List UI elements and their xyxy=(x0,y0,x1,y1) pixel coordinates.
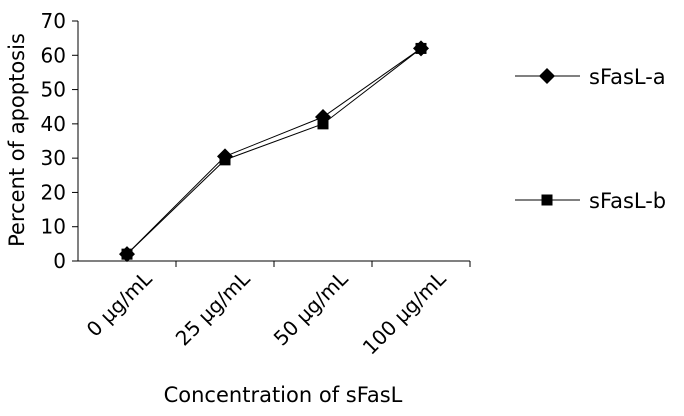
y-ticks: 0 10 20 30 40 50 60 70 xyxy=(41,9,78,273)
x-axis-title: Concentration of sFasL xyxy=(164,383,403,407)
x-ticks: 0 µg/mL 25 µg/mL 50 µg/mL 100 µg/mL xyxy=(82,261,471,359)
y-axis-title: Percent of apoptosis xyxy=(5,33,29,247)
y-tick-label: 10 xyxy=(41,215,66,239)
data-point xyxy=(119,246,135,263)
series-line xyxy=(126,48,422,255)
series-layer xyxy=(119,40,429,263)
legend-item: sFasL-a xyxy=(515,65,666,89)
legend-label: sFasL-b xyxy=(589,189,666,213)
y-tick-label: 50 xyxy=(41,78,66,102)
y-tick-label: 0 xyxy=(53,249,66,273)
axes xyxy=(77,21,470,262)
data-point xyxy=(315,109,331,125)
y-tick-label: 30 xyxy=(41,146,66,170)
legend: sFasL-a sFasL-b xyxy=(515,65,666,213)
x-tick-label: 0 µg/mL xyxy=(82,266,157,341)
x-tick-label: 100 µg/mL xyxy=(358,266,451,359)
y-tick-label: 40 xyxy=(41,112,66,136)
x-tick-label: 25 µg/mL xyxy=(171,266,255,350)
legend-marker xyxy=(539,68,555,84)
y-tick-label: 20 xyxy=(41,180,66,204)
y-tick-label: 70 xyxy=(41,9,66,33)
series-line xyxy=(126,48,422,255)
data-point xyxy=(217,148,233,165)
y-tick-label: 60 xyxy=(41,43,66,67)
series-sFasL-b xyxy=(121,42,427,260)
data-point xyxy=(413,40,429,57)
legend-label: sFasL-a xyxy=(589,65,666,89)
series-sFasL-a xyxy=(119,40,429,263)
legend-item: sFasL-b xyxy=(515,189,666,213)
x-tick-label: 50 µg/mL xyxy=(269,266,353,350)
legend-marker xyxy=(541,194,553,206)
